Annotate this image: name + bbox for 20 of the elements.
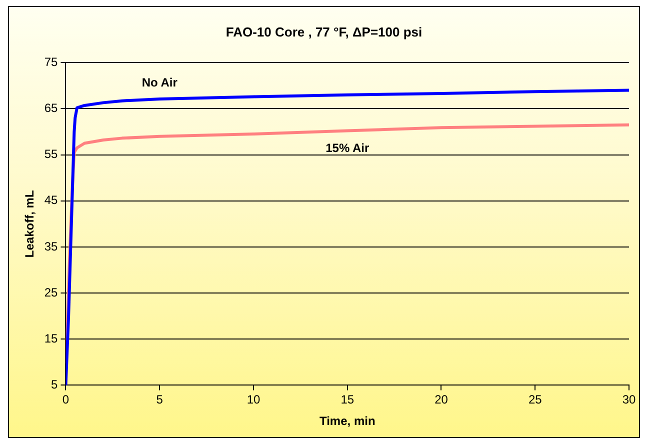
y-tick-label: 25 bbox=[44, 285, 58, 300]
y-tick-label: 15 bbox=[44, 331, 58, 346]
series-label: 15% Air bbox=[326, 141, 370, 156]
x-tick-label: 15 bbox=[340, 392, 354, 407]
series-label: No Air bbox=[142, 75, 178, 90]
x-tick-label: 30 bbox=[622, 392, 636, 407]
x-tick-label: 10 bbox=[246, 392, 260, 407]
x-tick-label: 20 bbox=[434, 392, 448, 407]
x-tick-label: 5 bbox=[156, 392, 164, 407]
y-tick-label: 75 bbox=[44, 54, 58, 69]
y-tick-label: 45 bbox=[44, 193, 58, 208]
y-tick-label: 35 bbox=[44, 239, 58, 254]
x-tick-label: 0 bbox=[62, 392, 70, 407]
y-tick-label: 65 bbox=[44, 101, 58, 115]
y-tick-label: 55 bbox=[44, 147, 58, 162]
x-axis-title: Time, min bbox=[319, 414, 376, 428]
x-tick-label: 25 bbox=[528, 392, 542, 407]
y-tick-label: 5 bbox=[51, 378, 58, 392]
y-axis-title: Leakoff, mL bbox=[22, 190, 37, 258]
chart-title: FAO-10 Core , 77 °F, ΔP=100 psi bbox=[226, 24, 422, 40]
